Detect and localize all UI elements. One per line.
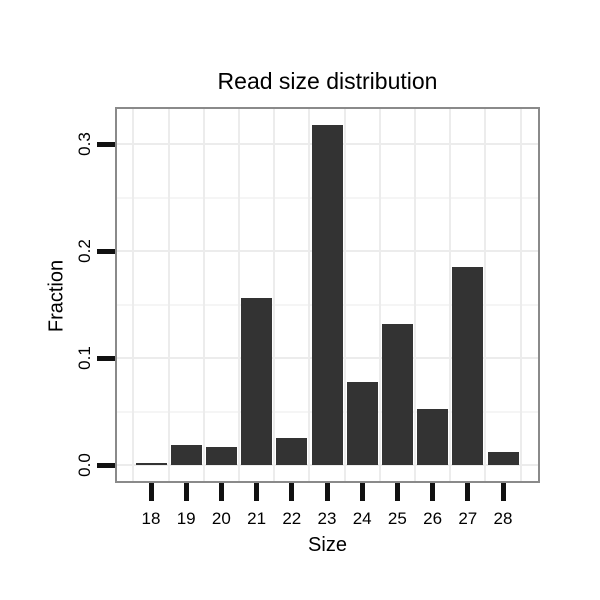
x-tick xyxy=(183,483,189,501)
plot-area xyxy=(117,109,538,481)
chart-title: Read size distribution xyxy=(217,68,438,94)
y-axis-title: Fraction xyxy=(45,259,68,333)
x-tick xyxy=(324,483,330,501)
x-tick xyxy=(289,483,295,501)
major-gridline xyxy=(117,464,538,466)
x-axis-title: Size xyxy=(308,534,347,556)
bar-21 xyxy=(241,298,273,465)
x-tick xyxy=(430,483,436,501)
x-tick xyxy=(254,483,260,501)
x-tick-label: 22 xyxy=(282,509,302,528)
y-tick-label: 0.1 xyxy=(75,346,94,370)
y-tick-label: 0.3 xyxy=(75,132,94,156)
y-tick xyxy=(97,462,115,468)
x-tick-label: 18 xyxy=(141,509,161,528)
vertical-gridline xyxy=(378,109,381,481)
x-tick-label: 19 xyxy=(176,509,196,528)
bar-28 xyxy=(487,452,519,465)
y-tick xyxy=(97,248,115,254)
x-tick-label: 28 xyxy=(493,509,513,528)
vertical-gridline xyxy=(414,109,416,481)
x-tick xyxy=(465,483,471,501)
x-tick xyxy=(218,483,224,501)
y-tick xyxy=(97,141,115,147)
x-tick-label: 27 xyxy=(458,509,478,528)
plot-panel xyxy=(115,107,540,483)
vertical-gridline xyxy=(238,109,240,481)
bar-24 xyxy=(346,381,378,465)
bar-20 xyxy=(205,446,237,465)
vertical-gridline xyxy=(167,109,170,481)
vertical-gridline xyxy=(273,109,276,481)
x-tick-label: 24 xyxy=(352,509,372,528)
y-tick-label: 0.0 xyxy=(75,453,94,477)
vertical-gridline xyxy=(202,109,205,481)
bar-22 xyxy=(276,438,308,465)
bar-26 xyxy=(417,409,449,465)
bar-18 xyxy=(135,462,167,465)
bar-27 xyxy=(452,267,484,465)
vertical-gridline xyxy=(343,109,346,481)
vertical-gridline xyxy=(484,109,487,481)
y-tick-label: 0.2 xyxy=(75,239,94,263)
vertical-gridline xyxy=(449,109,452,481)
x-tick-label: 26 xyxy=(423,509,443,528)
bar-19 xyxy=(170,444,202,465)
bar-25 xyxy=(381,323,413,465)
x-tick xyxy=(394,483,400,501)
x-tick-label: 23 xyxy=(317,509,337,528)
x-tick-label: 21 xyxy=(247,509,267,528)
x-tick xyxy=(359,483,365,501)
vertical-gridline xyxy=(132,109,135,481)
x-tick-label: 25 xyxy=(387,509,407,528)
vertical-gridline xyxy=(519,109,522,481)
x-tick xyxy=(148,483,154,501)
x-tick-label: 20 xyxy=(211,509,231,528)
vertical-gridline xyxy=(308,109,311,481)
bar-23 xyxy=(311,124,343,465)
x-tick xyxy=(500,483,506,501)
y-tick xyxy=(97,355,115,361)
